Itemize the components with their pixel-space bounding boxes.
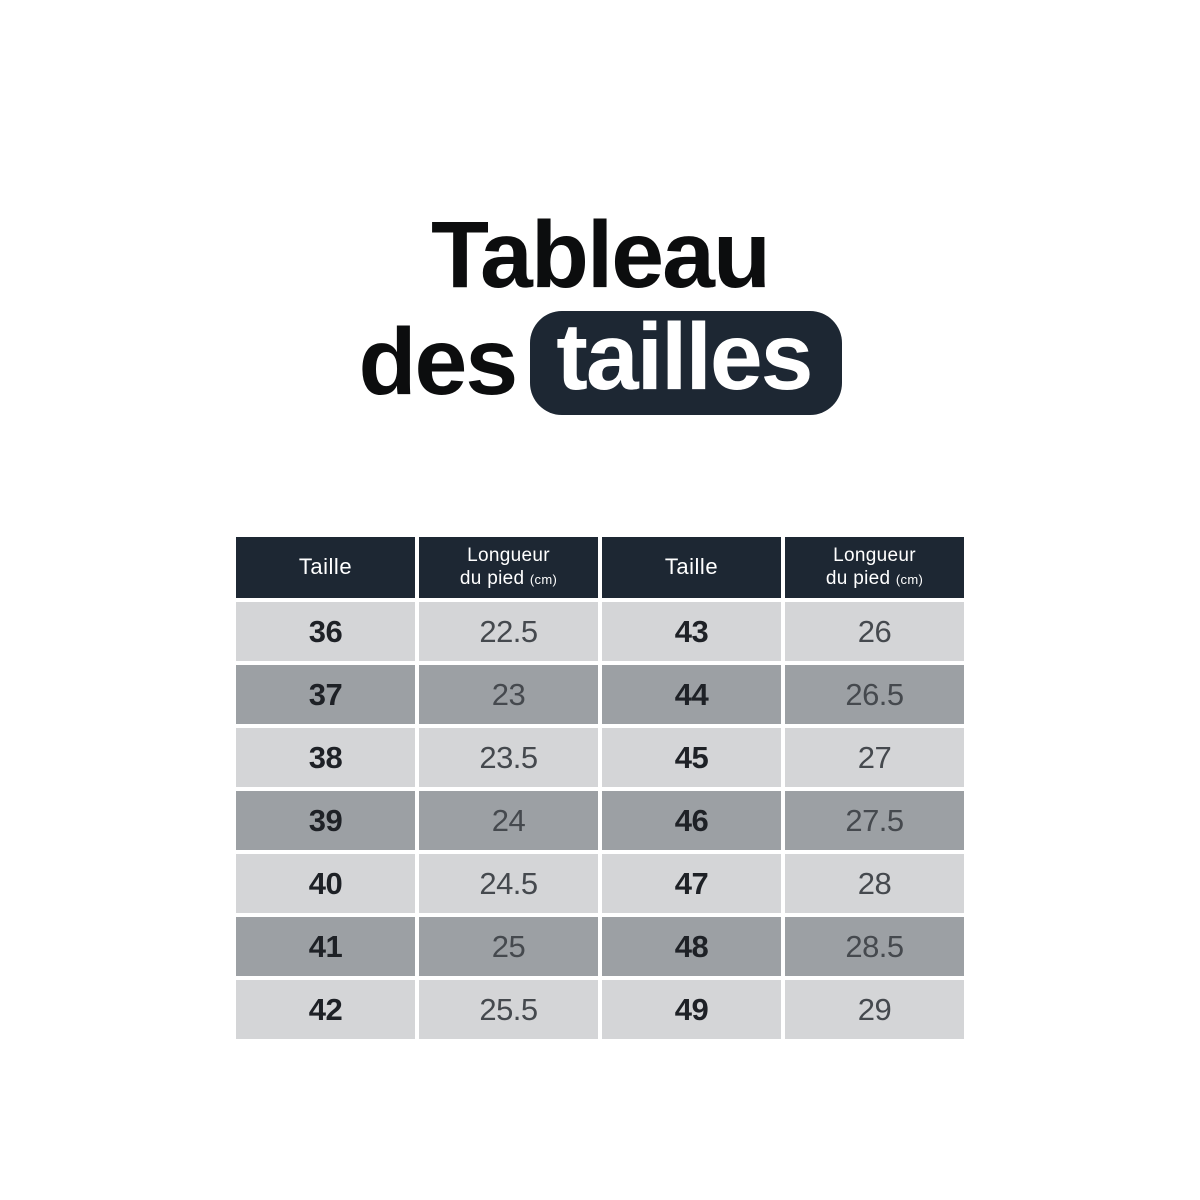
size-table: Taille Longueur du pied (cm) Taille Long… [236,537,964,1039]
length-cell: 24.5 [419,854,598,913]
header-taille-right-label: Taille [664,554,719,580]
header-longueur-right-unit: (cm) [895,571,924,587]
title-line-1: Tableau [431,202,771,308]
length-cell: 24 [419,791,598,850]
header-longueur-right-line1: Longueur [833,544,916,566]
size-cell: 45 [602,728,781,787]
header-longueur-left-line2: du pied (cm) [460,568,557,591]
size-cell: 48 [602,917,781,976]
size-cell: 46 [602,791,781,850]
title-prefix: des [358,309,518,416]
length-cell: 28 [785,854,964,913]
length-cell: 25.5 [419,980,598,1039]
size-cell: 42 [236,980,415,1039]
size-table-grid: Taille Longueur du pied (cm) Taille Long… [236,537,964,1039]
header-longueur-left-line2-text: du pied [459,567,525,589]
header-longueur-right: Longueur du pied (cm) [785,537,964,598]
header-longueur-left-unit: (cm) [529,571,558,587]
length-cell: 27.5 [785,791,964,850]
title-badge: tailles [530,310,842,415]
header-longueur-left-line1: Longueur [467,544,550,566]
header-longueur-left: Longueur du pied (cm) [419,537,598,598]
size-cell: 38 [236,728,415,787]
size-cell: 44 [602,665,781,724]
size-cell: 37 [236,665,415,724]
size-cell: 43 [602,602,781,661]
length-cell: 23 [419,665,598,724]
size-cell: 41 [236,917,415,976]
length-cell: 28.5 [785,917,964,976]
header-longueur-right-line2: du pied (cm) [826,568,923,591]
length-cell: 23.5 [419,728,598,787]
size-cell: 47 [602,854,781,913]
length-cell: 26 [785,602,964,661]
length-cell: 26.5 [785,665,964,724]
size-cell: 36 [236,602,415,661]
title-line-2: des tailles [0,309,1200,416]
size-cell: 40 [236,854,415,913]
page-title: Tableau des tailles [0,0,1200,415]
length-cell: 25 [419,917,598,976]
header-longueur-right-line2-text: du pied [825,567,891,589]
size-cell: 49 [602,980,781,1039]
length-cell: 22.5 [419,602,598,661]
length-cell: 29 [785,980,964,1039]
header-taille-left-label: Taille [298,554,353,580]
length-cell: 27 [785,728,964,787]
header-taille-right: Taille [602,537,781,598]
size-cell: 39 [236,791,415,850]
header-taille-left: Taille [236,537,415,598]
